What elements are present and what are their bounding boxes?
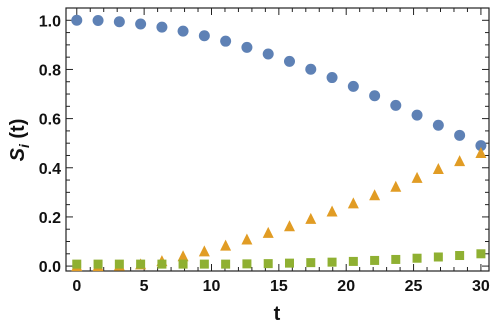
series-1-point: [241, 41, 253, 53]
series-3-point: [221, 259, 231, 269]
series-3-point: [476, 249, 486, 259]
series-1-point: [432, 119, 444, 131]
x-tick-label: 15: [270, 278, 288, 295]
series-1-point: [411, 109, 423, 121]
series-3-point: [370, 255, 380, 265]
series-2-point: [305, 212, 317, 224]
series-3-point: [306, 258, 316, 268]
plot-frame: [65, 7, 490, 272]
series-3-point: [455, 251, 465, 261]
series-3-point: [136, 259, 146, 269]
series-1-point: [177, 25, 189, 37]
series-3-point: [263, 259, 273, 269]
series-1-point: [71, 14, 83, 26]
y-axis-label-subscript: i: [16, 143, 32, 148]
series-1-point: [283, 55, 295, 67]
x-tick-label: 0: [72, 278, 81, 295]
series-1-point: [156, 21, 168, 33]
series-1-point: [305, 63, 317, 75]
series-2-point: [177, 250, 189, 262]
series-3-point: [199, 259, 209, 269]
series-3-point: [327, 257, 337, 267]
series-1-point: [92, 15, 104, 27]
series-2-point: [432, 162, 444, 174]
series-1-point: [220, 35, 232, 47]
y-tick-label: 0.0: [39, 259, 61, 276]
series-3-point: [72, 259, 82, 269]
series-3-point: [433, 252, 443, 262]
y-axis-label: Si (t): [7, 119, 32, 162]
series-3-point: [242, 259, 252, 269]
x-tick-label: 5: [140, 278, 149, 295]
series-2-point: [390, 180, 402, 192]
series-2-point: [198, 245, 210, 257]
axis-ticks: [66, 8, 489, 271]
series-1-point: [198, 30, 210, 42]
series-2-point: [220, 239, 232, 251]
series-3-point: [93, 259, 103, 269]
series-1-point: [390, 99, 402, 111]
series-1-point: [113, 16, 125, 28]
series-2-point: [283, 220, 295, 232]
series-2-point: [326, 205, 338, 217]
x-tick-label: 25: [405, 278, 423, 295]
data-points: [71, 14, 487, 272]
series-2-point: [347, 197, 359, 209]
series-2-point: [241, 233, 253, 245]
x-tick-label: 10: [203, 278, 221, 295]
x-tick-label: 30: [472, 278, 490, 295]
series-3-point: [157, 259, 167, 269]
x-axis-label: t: [274, 303, 281, 324]
series-3-point: [114, 259, 124, 269]
series-1-point: [475, 140, 487, 152]
series-2-point: [454, 155, 466, 167]
y-tick-label: 0.8: [39, 62, 61, 79]
series-2-point: [262, 226, 274, 238]
series-1-point: [454, 129, 466, 141]
tick-labels: 0 5 10 15 20 25 30 0.0 0.2 0.4 0.6 0.8 1.0: [39, 13, 490, 295]
series-3-point: [178, 259, 188, 269]
x-tick-label: 20: [337, 278, 355, 295]
series-1-point: [262, 48, 274, 60]
series-2-point: [369, 189, 381, 201]
series-1-point: [135, 18, 147, 30]
series-1-point: [347, 80, 359, 92]
series-3-point: [412, 253, 422, 263]
series-3-point: [348, 256, 358, 266]
series-1-point: [326, 72, 338, 84]
series-3-point: [391, 254, 401, 264]
y-tick-label: 1.0: [39, 13, 61, 30]
y-axis-label-main: S: [7, 147, 29, 161]
y-axis-label-suffix: (t): [7, 119, 29, 145]
series-1-point: [369, 90, 381, 102]
series-2-point: [475, 147, 487, 159]
series-3-point: [284, 258, 294, 268]
y-tick-label: 0.4: [39, 161, 61, 178]
y-tick-label: 0.6: [39, 112, 61, 129]
series-2-point: [411, 171, 423, 183]
y-tick-label: 0.2: [39, 210, 61, 227]
